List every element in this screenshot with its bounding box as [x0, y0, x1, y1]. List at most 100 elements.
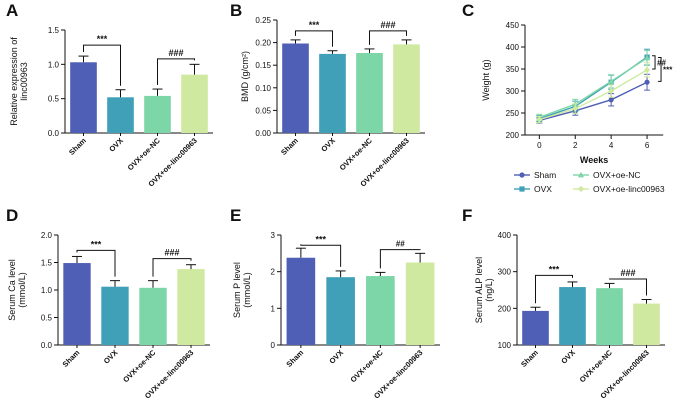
- significance-bracket: [658, 57, 662, 82]
- significance-label: ***: [549, 264, 560, 274]
- data-point: [644, 54, 651, 61]
- y-axis-label: Serum Ca level: [7, 259, 17, 321]
- significance-bracket: [609, 278, 647, 296]
- bar-ovx-oe-linc00963: [393, 44, 420, 133]
- bar-sham: [63, 263, 91, 345]
- x-axis-label: Weeks: [580, 155, 608, 165]
- data-point: [608, 97, 614, 103]
- y-tick-label: 0.0: [48, 129, 60, 138]
- series-line: [539, 57, 648, 119]
- x-tick-label: 4: [609, 141, 614, 150]
- significance-label: ***: [663, 65, 673, 74]
- series-line: [539, 69, 648, 121]
- y-tick-label: 2.0: [41, 231, 53, 240]
- x-category-label: OVX: [102, 348, 120, 366]
- x-category-label: Sham: [67, 136, 88, 157]
- x-category-label: OVX+oe-NC: [349, 348, 386, 385]
- y-axis-label: Relative expression of: [9, 37, 19, 126]
- panel-c: C 200 250 300 350 400 450 Weight (g) 0 2 4 6 Weeks ##…: [462, 1, 673, 194]
- y-tick-label: 0.00: [255, 129, 271, 138]
- panel-letter: E: [230, 206, 241, 225]
- y-tick-label: 0.15: [255, 61, 271, 70]
- significance-bracket: [152, 258, 192, 277]
- bar-ovx-oe-nc: [596, 288, 623, 345]
- significance-label: ##: [657, 58, 666, 67]
- x-category-label: Sham: [279, 136, 300, 157]
- data-point: [644, 66, 651, 74]
- significance-label: ###: [168, 48, 183, 58]
- x-tick-label: 6: [645, 141, 650, 150]
- bar-ovx-oe-linc00963: [177, 269, 205, 345]
- series-line: [539, 81, 648, 122]
- significance-label: ##: [396, 240, 405, 249]
- legend-label: OVX+oe-NC: [593, 170, 640, 180]
- x-category-label: Sham: [519, 348, 540, 369]
- panel-a: A 0.0 0.5 1.0 1.5 Relative expression of linc0…: [6, 1, 213, 189]
- significance-bracket: [76, 249, 116, 277]
- significance-label: ###: [164, 248, 179, 258]
- y-tick-label: 0.10: [255, 84, 271, 93]
- bar-ovx-oe-nc: [366, 276, 395, 345]
- bar-sham: [70, 62, 97, 134]
- y-tick-label: 200: [498, 304, 512, 313]
- y-tick-label: 200: [506, 131, 520, 140]
- significance-label: ***: [315, 234, 326, 244]
- significance-bracket: [652, 55, 656, 70]
- data-point: [572, 105, 579, 112]
- panel-d: D 0.0 0.5 1.0 1.5 2.0 Serum Ca level (mmol/L) Sh…: [6, 206, 210, 401]
- x-category-label: OVX: [559, 348, 577, 366]
- bar-ovx-oe-nc: [139, 287, 167, 345]
- panel-letter: B: [230, 1, 242, 20]
- legend-marker: [578, 171, 584, 178]
- bar-sham: [282, 43, 309, 134]
- legend-label: OVX: [534, 184, 552, 194]
- y-axis-label: linc00963: [19, 62, 29, 101]
- significance-label: ***: [91, 239, 102, 249]
- y-axis-label: Serum ALP level: [474, 257, 484, 323]
- series-line: [539, 56, 648, 120]
- y-tick-label: 2: [271, 268, 276, 277]
- legend-label: OVX+oe-linc00963: [593, 184, 665, 194]
- y-tick-label: 0.05: [255, 106, 271, 115]
- x-category-label: OVX: [319, 136, 337, 154]
- y-axis-label: Weight (g): [481, 59, 491, 100]
- y-tick-label: 3: [271, 231, 276, 240]
- significance-bracket: [300, 244, 342, 267]
- y-tick-label: 300: [498, 268, 512, 277]
- y-tick-label: 450: [506, 21, 520, 30]
- legend-marker: [519, 186, 525, 192]
- significance-bracket: [535, 274, 573, 304]
- bar-ovx: [101, 286, 129, 345]
- y-tick-label: 1.5: [48, 26, 60, 35]
- y-tick-label: 400: [506, 43, 520, 52]
- y-tick-label: 0.5: [48, 95, 60, 104]
- x-category-label: Sham: [284, 348, 305, 369]
- panel-letter: C: [462, 1, 474, 20]
- significance-bracket: [83, 44, 121, 86]
- data-point: [608, 78, 615, 84]
- panel-letter: A: [6, 1, 18, 20]
- y-tick-label: 0: [271, 341, 276, 350]
- bar-ovx: [326, 277, 355, 345]
- bar-ovx-oe-nc: [356, 52, 383, 133]
- data-point: [644, 79, 650, 85]
- significance-bracket: [157, 58, 195, 86]
- x-tick-label: 0: [537, 141, 542, 150]
- data-point: [608, 87, 615, 95]
- panel-f: F 100 200 300 400 Serum ALP level (ng/L) Sham OV…: [462, 206, 665, 401]
- bar-ovx: [107, 97, 134, 133]
- bar-sham: [286, 257, 316, 345]
- x-category-label: OVX+oe-NC: [126, 136, 163, 173]
- y-axis-label: (ng/L): [484, 278, 494, 302]
- bar-ovx: [559, 287, 586, 345]
- bar-ovx: [319, 53, 346, 133]
- y-axis-label: (mmol/L): [242, 272, 252, 308]
- x-category-label: OVX+oe-NC: [338, 136, 375, 173]
- y-tick-label: 1: [271, 304, 276, 313]
- legend-marker: [519, 172, 525, 178]
- bar-ovx-oe-linc00963: [181, 74, 208, 133]
- panel-letter: F: [462, 206, 472, 225]
- y-tick-label: 100: [498, 341, 512, 350]
- x-category-label: OVX: [327, 348, 345, 366]
